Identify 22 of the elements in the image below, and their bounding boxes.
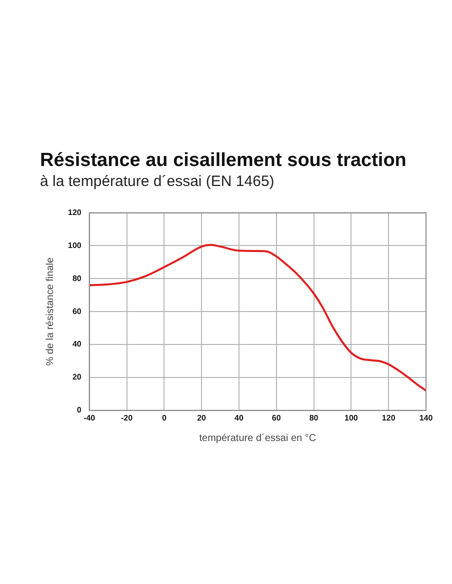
x-tick-label: 100: [344, 413, 358, 422]
x-tick-label: 20: [197, 413, 207, 422]
x-axis-title: température d´essai en °C: [199, 432, 316, 444]
y-tick-label: 120: [68, 208, 82, 218]
chart-title: Résistance au cisaillement sous traction: [40, 150, 406, 172]
y-tick-label: 60: [72, 306, 82, 316]
y-tick-label: 0: [76, 406, 82, 415]
x-tick-label: 80: [309, 413, 319, 422]
x-tick-label: 60: [272, 413, 282, 422]
x-tick-label: 0: [162, 413, 167, 422]
chart-subtitle: à la température d´essai (EN 1465): [40, 173, 276, 190]
x-tick-label: 40: [234, 413, 244, 422]
y-tick-label: 40: [72, 340, 82, 349]
y-axis-title: % de la résistance finale: [44, 256, 56, 366]
y-tick-label: 100: [68, 240, 82, 250]
x-tick-label: 120: [382, 413, 396, 422]
line-series: [89, 244, 426, 392]
x-tick-label: 140: [419, 413, 434, 422]
x-tick-label: -40: [84, 413, 96, 422]
x-tick-label: -20: [120, 413, 134, 422]
y-tick-label: 80: [72, 274, 82, 283]
y-tick-label: 20: [72, 372, 82, 382]
